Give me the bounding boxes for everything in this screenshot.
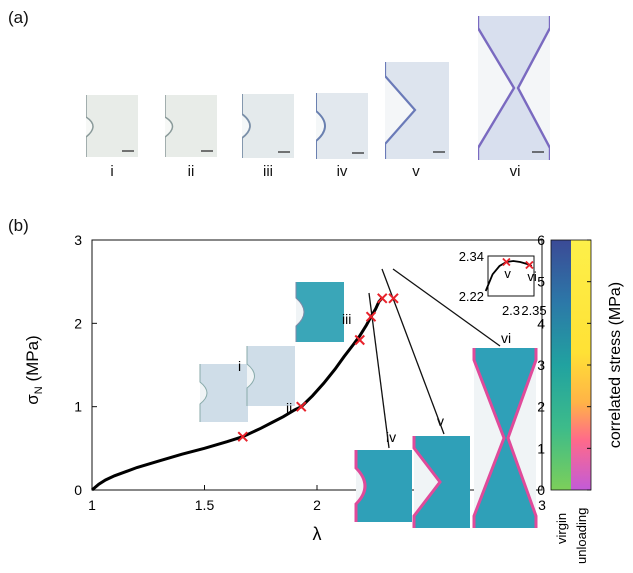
marker-x (365, 311, 377, 322)
colorbar-tick-label: 5 (537, 274, 545, 290)
colorbar-label: correlated stress (MPa) (607, 282, 624, 448)
stress-curve (91, 297, 384, 492)
inset-marker-stroke (525, 260, 534, 270)
thumbnail-label-vi: vi (501, 330, 511, 346)
x-tick-label: 1.5 (195, 497, 215, 513)
marker-stroke (377, 293, 388, 304)
thumbnail-label-i: i (238, 358, 241, 374)
marker-stroke (296, 401, 307, 412)
photo-label: ii (187, 163, 195, 180)
thumbnail-label-ii: ii (286, 400, 292, 416)
y-axis-label: σN (MPa) (23, 335, 45, 404)
marker-x (237, 431, 248, 442)
colorbar-right-label: unloading (574, 508, 589, 564)
specimen-photo (85, 95, 138, 157)
colorbar-tick-label: 3 (537, 357, 545, 373)
colorbar-tick-label: 2 (537, 399, 545, 415)
x-tick-label: 2 (313, 497, 321, 513)
marker-stroke (365, 311, 377, 322)
marker-x (354, 334, 365, 346)
photo-label: iii (263, 163, 273, 180)
specimen-photo (241, 94, 294, 158)
marker-x (296, 401, 307, 412)
inset-marker-label: vi (527, 269, 537, 284)
colorbar-virgin (551, 240, 571, 490)
inset-y-tick-label: 2.22 (459, 289, 484, 304)
thumbnail-label-v: v (437, 413, 444, 429)
marker-x (377, 293, 388, 304)
inset-curve (484, 260, 533, 292)
x-tick-label: 3 (538, 497, 546, 513)
thumbnail-iii (295, 282, 344, 342)
marker-x (388, 293, 399, 304)
inset-y-tick-label: 2.34 (459, 249, 484, 264)
thumbnail-iv (354, 450, 412, 522)
thumbnail-label-iv: iv (386, 429, 396, 445)
inset-x-tick-label: 2.35 (521, 303, 546, 318)
thumbnail-ii (246, 346, 295, 406)
thumbnail-i (199, 364, 248, 422)
specimen-photo (164, 95, 217, 157)
specimen-photo (476, 16, 552, 160)
y-tick-label: 2 (74, 315, 82, 331)
colorbar-tick-label: 6 (537, 232, 545, 248)
marker-stroke (388, 293, 399, 304)
panel-a-label: (a) (8, 8, 29, 27)
marker-stroke (237, 431, 248, 442)
colorbar-unloading (571, 240, 591, 490)
inset-x-tick-label: 2.3 (502, 303, 520, 318)
photo-label: iv (336, 163, 348, 180)
photo-label: i (110, 163, 114, 180)
y-tick-label: 3 (74, 232, 82, 248)
thumbnail-label-iii: iii (342, 311, 351, 327)
inset-marker-label: v (504, 266, 511, 281)
specimen-photo (315, 93, 368, 159)
y-tick-label: 0 (74, 482, 82, 498)
inset-plot: v vi 2.3 2.35 2.22 2.34 (459, 249, 547, 318)
thumbnail-v (412, 436, 470, 528)
y-tick-label: 1 (74, 399, 82, 415)
panel-b-label: (b) (8, 216, 29, 235)
thumbnail-vi (472, 348, 538, 528)
colorbar-left-label: virgin (554, 513, 569, 544)
colorbar-tick-label: 0 (537, 482, 545, 498)
marker-stroke (354, 334, 365, 346)
x-axis-label: λ (313, 524, 322, 544)
photo-label: v (412, 163, 420, 180)
photo-label: vi (509, 163, 521, 180)
x-tick-label: 1 (88, 497, 96, 513)
inset-marker-stroke (502, 257, 511, 267)
specimen-photo (383, 62, 449, 159)
colorbar: 0 1 2 3 4 5 6 correlated stress (MPa) virgin u… (537, 232, 624, 564)
colorbar-tick-label: 1 (537, 440, 545, 456)
colorbar-tick-label: 4 (537, 315, 545, 331)
